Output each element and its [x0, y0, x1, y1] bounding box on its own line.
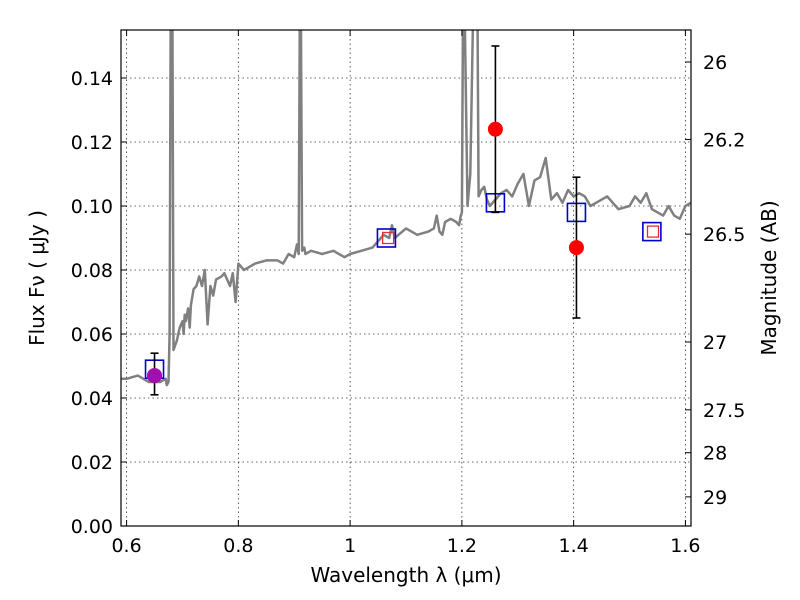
plot-frame — [120, 29, 692, 527]
grid-lines — [121, 30, 691, 527]
x-tick-label: 0.6 — [111, 535, 141, 557]
x-axis-label: Wavelength λ (μm) — [310, 563, 501, 587]
mag-tick-label: 28 — [703, 443, 727, 465]
y-tick-label: 0.10 — [71, 196, 113, 218]
y-tick-label: 0.04 — [71, 388, 113, 410]
observed-point-marker — [568, 240, 584, 256]
y-tick-label: 0.14 — [71, 68, 113, 90]
model-inner-square-marker — [381, 231, 395, 245]
model-square-marker — [642, 221, 662, 242]
mag-tick-label: 27 — [703, 332, 727, 354]
mag-tick-label: 29 — [703, 487, 727, 509]
model-inner-square-marker — [646, 225, 660, 238]
y-tick-label: 0.00 — [71, 516, 113, 538]
y-axis-label: Flux Fν ( μJy ) — [25, 210, 49, 346]
x-tick-label: 1.2 — [447, 535, 477, 557]
mag-tick-label: 27.5 — [703, 400, 745, 422]
marker-layer — [144, 45, 662, 396]
x-tick-label: 1.6 — [670, 535, 700, 557]
tick-layer: 0.6 0.8 1 1.2 1.4 1.6 0.00 0.02 0.04 0.06 0.08 0.10… — [71, 30, 745, 557]
mag-tick-label: 26.5 — [703, 224, 745, 246]
mag-tick-label: 26.2 — [703, 129, 745, 151]
spectrum-layer — [121, 30, 691, 387]
x-tick-label: 1 — [344, 535, 356, 557]
mag-tick-label: 26 — [703, 52, 727, 74]
observed-point-marker — [487, 121, 503, 137]
y2-axis-label: Magnitude (AB) — [757, 200, 781, 355]
y-tick-label: 0.08 — [71, 260, 113, 282]
y-tick-label: 0.06 — [71, 324, 113, 346]
overlap-point-marker — [147, 368, 163, 384]
x-tick-label: 0.8 — [223, 535, 253, 557]
x-tick-label: 1.4 — [559, 535, 589, 557]
spectrum-line — [121, 30, 691, 387]
y-tick-label: 0.12 — [71, 132, 113, 154]
model-square-marker — [376, 228, 397, 248]
y-tick-label: 0.02 — [71, 452, 113, 474]
